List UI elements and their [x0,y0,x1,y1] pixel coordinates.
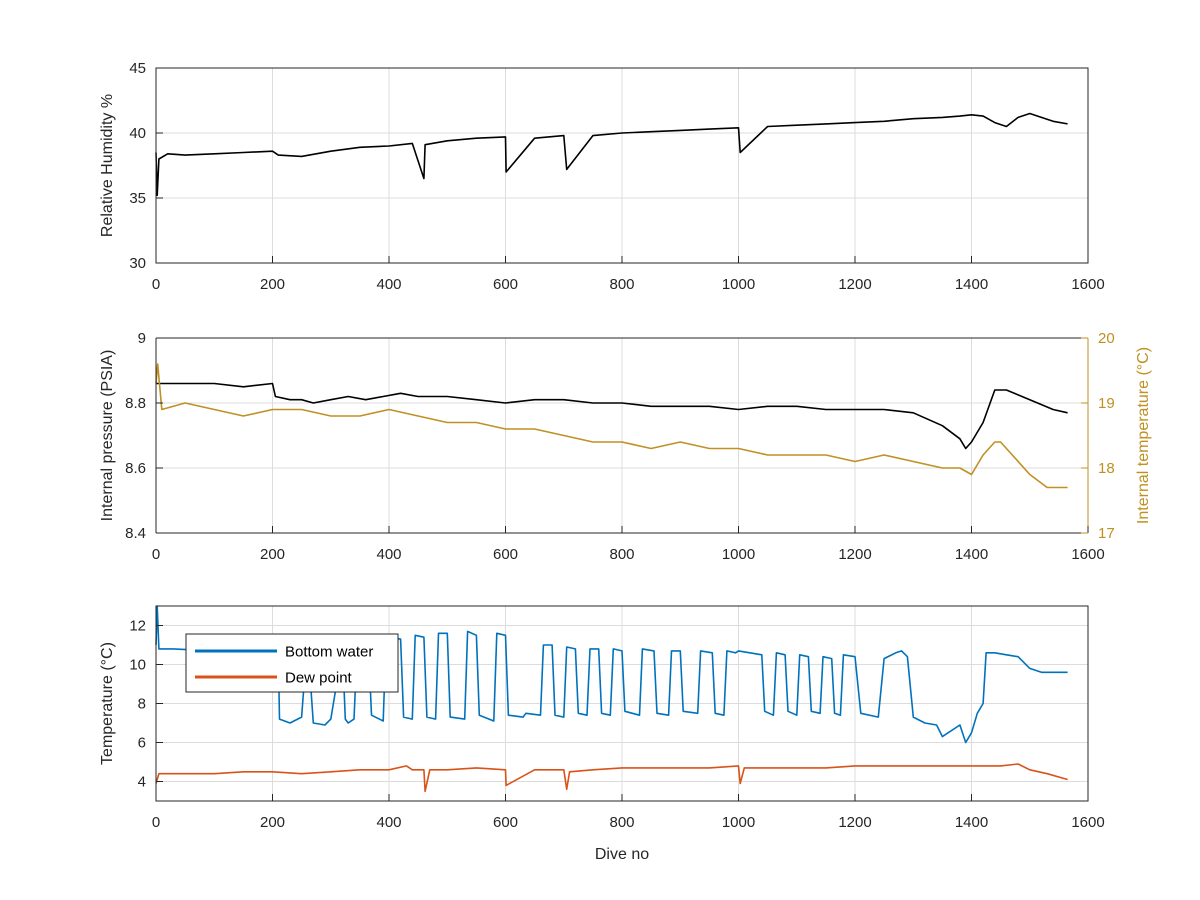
humidity-panel: 0 200 400 600 800 1000 1200 1400 1600 30 35 40 45 R… [99,60,1105,293]
temperature-x-tick-label: 1000 [722,814,755,831]
legend: Bottom water Dew point [185,633,399,693]
humidity-series [155,112,1068,197]
temperature-y-tick-label: 10 [129,657,146,674]
temperature-x-tick-label: 1600 [1071,814,1104,831]
temperature-y-tick-labels: 4 6 8 10 12 [129,618,163,791]
humidity-x-tick-label: 400 [376,276,401,293]
humidity-x-tick-label: 600 [493,276,518,293]
pressure-x-tick-label: 600 [493,546,518,563]
temperature-y-tick-label: 4 [138,774,146,791]
pressure-x-tick-label: 1200 [838,546,871,563]
humidity-x-tick-label: 0 [152,276,160,293]
internal-temperature-axis-label: Internal temperature (°C) [1135,347,1152,524]
pressure-panel: 0 200 400 600 800 1000 1200 1400 1600 8.4 8.6 8.8 9… [99,330,1152,563]
pressure-x-tick-label: 800 [609,546,634,563]
temperature-x-tick-label: 1200 [838,814,871,831]
pressure-x-tick-label: 1400 [955,546,988,563]
legend-label-dew-point: Dew point [285,670,353,687]
humidity-y-axis-label: Relative Humidity % [99,94,116,237]
pressure-series-1-line [155,363,1068,489]
humidity-y-tick-label: 45 [129,60,146,77]
temperature-right-tick-labels: 17 18 19 20 [1081,330,1115,542]
pressure-x-tick-label: 1000 [722,546,755,563]
temperature-right-tick-label: 17 [1098,525,1115,542]
humidity-x-tick-label: 800 [609,276,634,293]
dew-point-line [155,763,1068,793]
humidity-y-tick-label: 30 [129,255,146,272]
temperature-right-tick-label: 19 [1098,395,1115,412]
pressure-x-tick-label: 400 [376,546,401,563]
pressure-y-tick-label: 8.4 [125,525,146,542]
temperature-panel: 0 200 400 600 800 1000 1200 1400 1600 4 6 8 10 12 Te… [99,605,1105,863]
temperature-x-tick-label: 400 [376,814,401,831]
pressure-x-tick-label: 200 [260,546,285,563]
temperature-x-tick-label: 1400 [955,814,988,831]
pressure-y-axis-label: Internal pressure (PSIA) [99,350,116,522]
pressure-y-tick-label: 9 [138,330,146,347]
temperature-y-tick-label: 8 [138,696,146,713]
temperature-x-tick-label: 600 [493,814,518,831]
legend-label-bottom-water: Bottom water [285,644,373,661]
temperature-right-tick-label: 18 [1098,460,1115,477]
pressure-series-0-line [156,382,1068,450]
humidity-series-0-line [155,112,1068,197]
humidity-y-tick-labels: 30 35 40 45 [129,60,163,272]
pressure-y-tick-label: 8.8 [125,395,146,412]
temperature-y-tick-label: 12 [129,618,146,635]
humidity-x-tick-label: 1400 [955,276,988,293]
humidity-x-tick-label: 1600 [1071,276,1104,293]
pressure-x-tick-label: 1600 [1071,546,1104,563]
humidity-x-tick-labels: 0 200 400 600 800 1000 1200 1400 1600 [152,256,1105,293]
pressure-x-tick-labels: 0 200 400 600 800 1000 1200 1400 1600 [152,526,1105,563]
humidity-x-tick-label: 200 [260,276,285,293]
pressure-series [155,363,1068,489]
temperature-x-tick-label: 200 [260,814,285,831]
temperature-right-tick-label: 20 [1098,330,1115,347]
humidity-y-tick-label: 35 [129,190,146,207]
legend-box [185,633,399,693]
x-axis-label: Dive no [595,846,649,863]
pressure-y-tick-labels: 8.4 8.6 8.8 9 [125,330,163,542]
humidity-x-tick-label: 1000 [722,276,755,293]
temperature-x-tick-label: 0 [152,814,160,831]
pressure-x-tick-label: 0 [152,546,160,563]
temperature-x-tick-labels: 0 200 400 600 800 1000 1200 1400 1600 [152,794,1105,831]
humidity-x-tick-label: 1200 [838,276,871,293]
temperature-x-tick-label: 800 [609,814,634,831]
humidity-y-tick-label: 40 [129,125,146,142]
temperature-y-axis-label: Temperature (°C) [99,642,116,765]
pressure-y-tick-label: 8.6 [125,460,146,477]
temperature-y-tick-label: 6 [138,735,146,752]
